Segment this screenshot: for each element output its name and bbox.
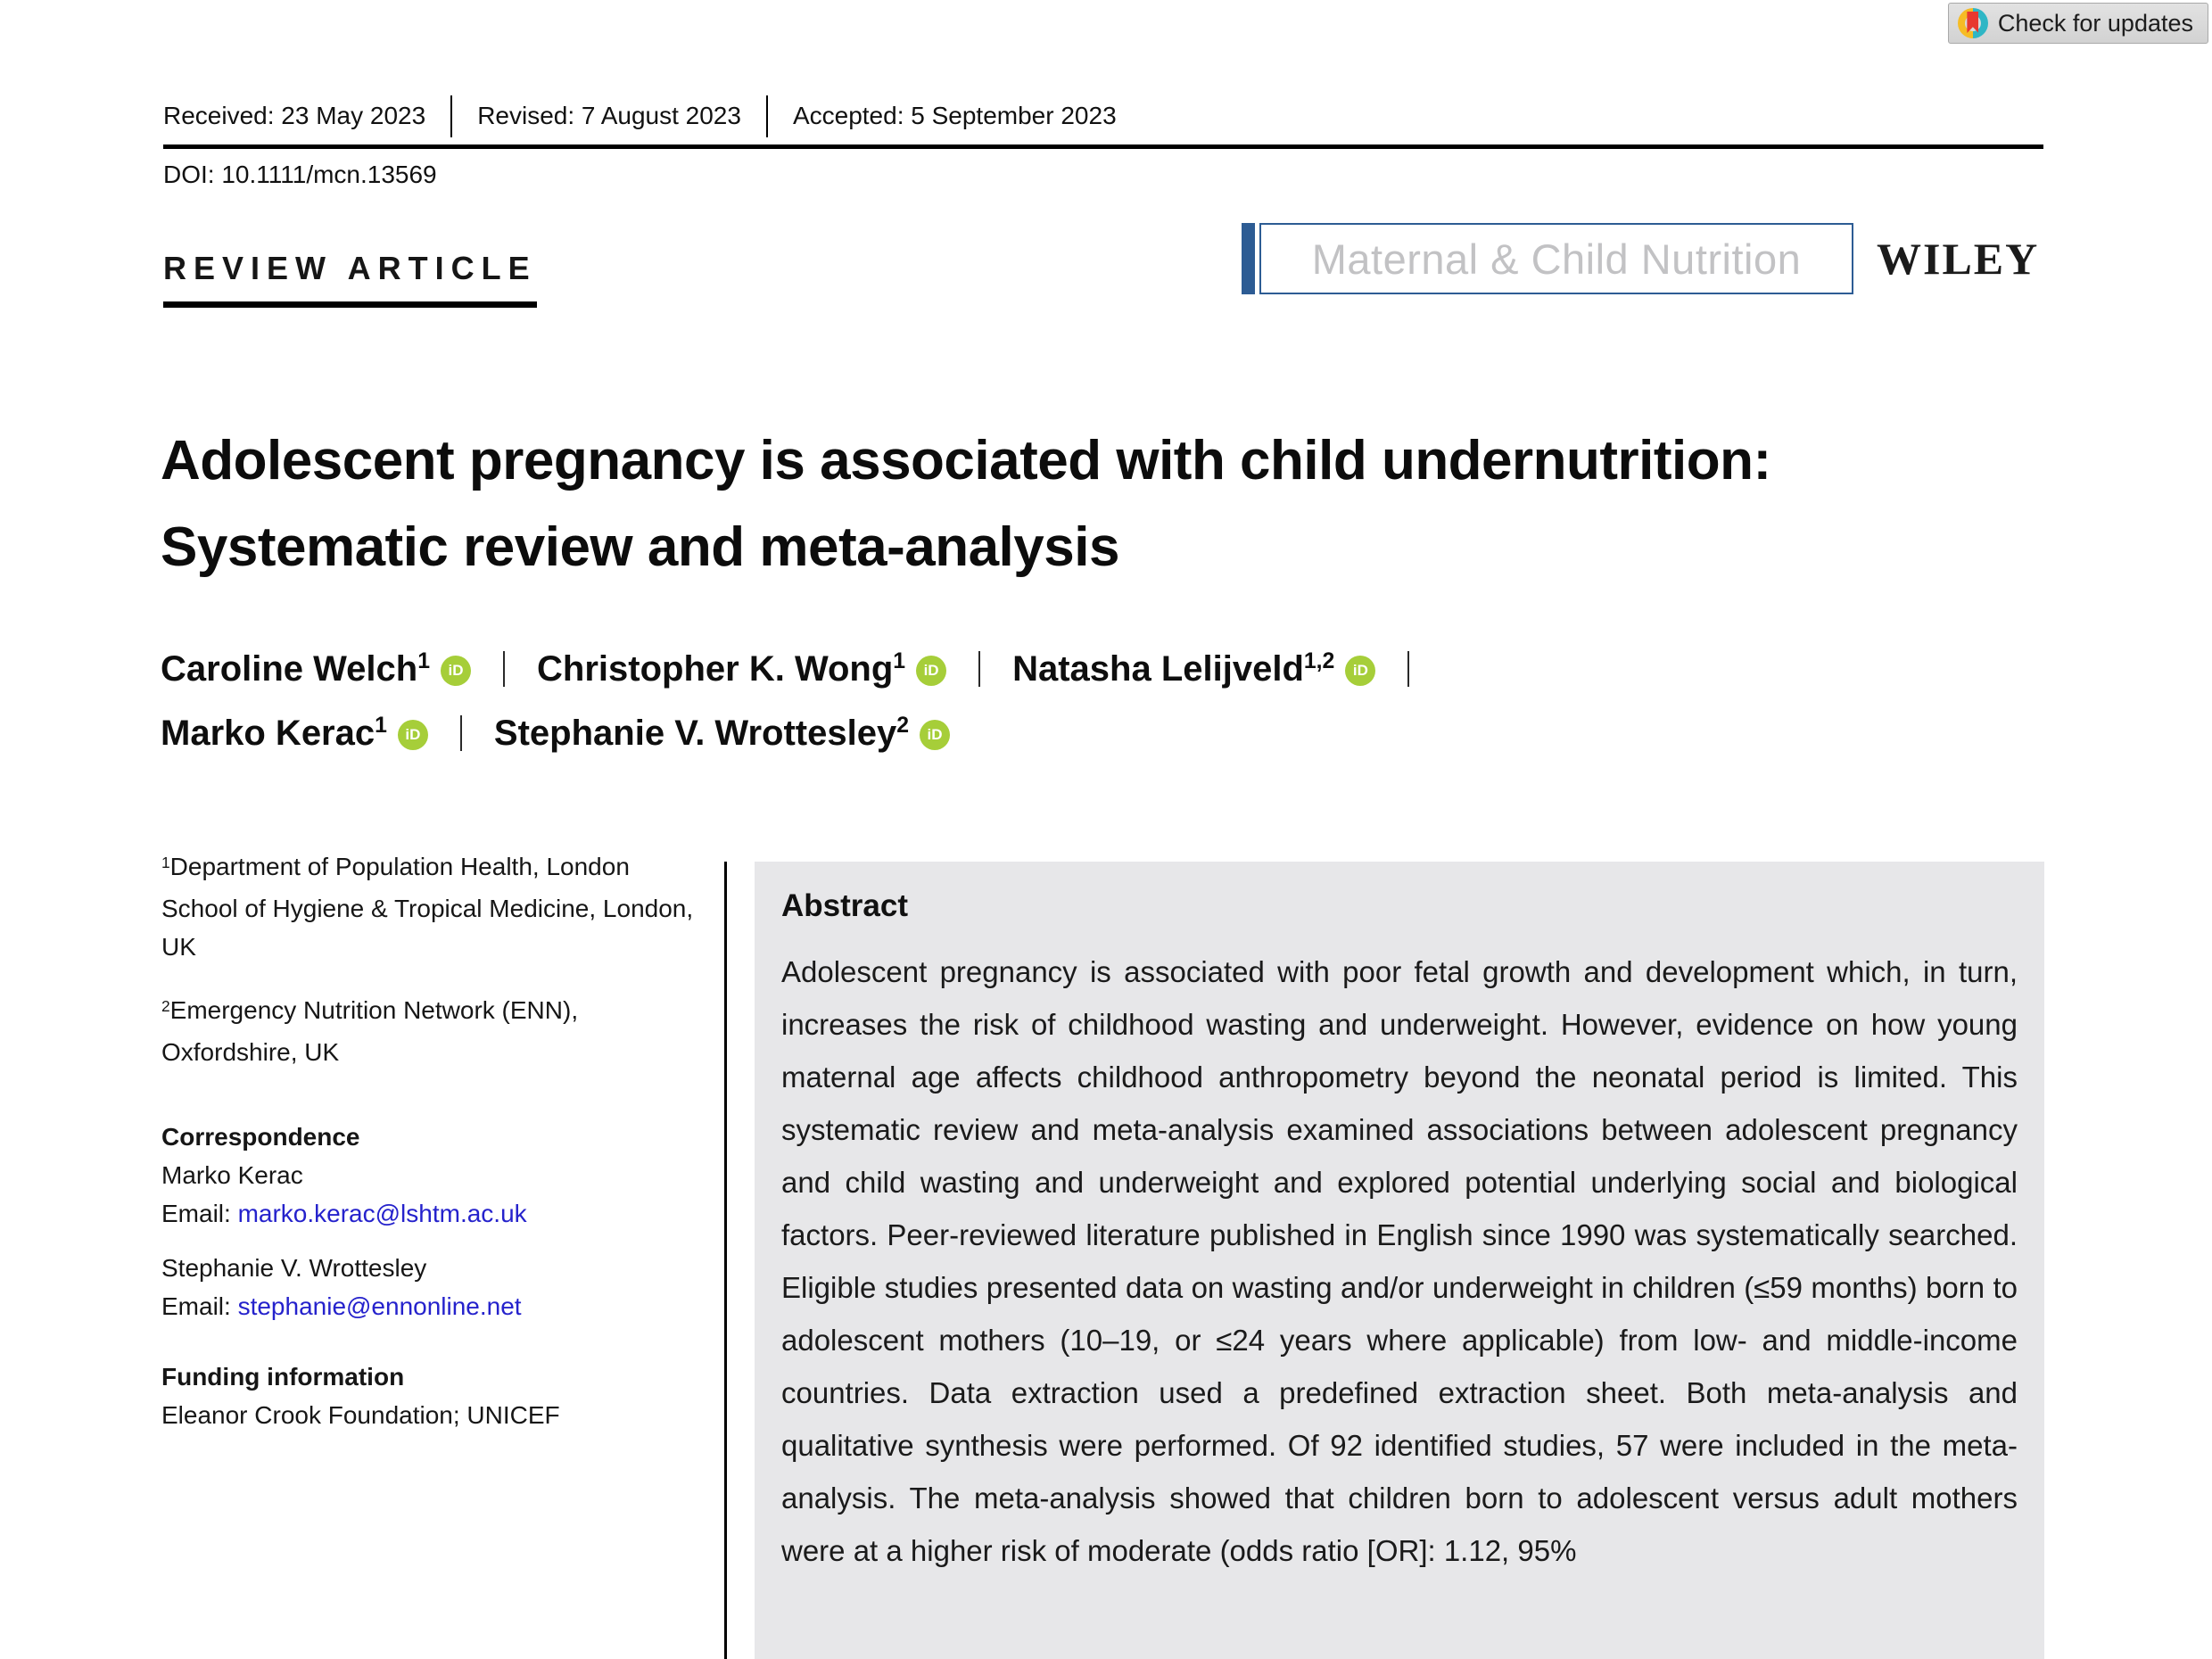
orcid-icon[interactable]: iD (1345, 656, 1376, 686)
author-affiliation-sup: 1 (417, 648, 431, 673)
orcid-icon[interactable]: iD (916, 656, 947, 686)
author: Christopher K. Wong 1 iD (537, 648, 947, 689)
orcid-icon[interactable]: iD (920, 720, 950, 750)
author-line-2: Marko Kerac 1 iD Stephanie V. Wrottesley 2… (161, 701, 2087, 765)
date-separator (765, 95, 768, 137)
author-affiliation-sup: 2 (896, 713, 909, 738)
column-divider (724, 862, 727, 1659)
journal-logo-box: Maternal & Child Nutrition (1259, 223, 1853, 294)
funding-heading: Funding information (161, 1363, 405, 1391)
check-for-updates-label: Check for updates (1997, 9, 2193, 37)
accepted-date: Accepted: 5 September 2023 (792, 102, 1117, 129)
contact-name: Stephanie V. Wrottesley (161, 1254, 427, 1282)
author-separator (1407, 651, 1410, 687)
header-rule (163, 144, 2043, 149)
journal-logo-bar (1242, 223, 1255, 294)
doi: DOI: 10.1111/mcn.13569 (163, 161, 437, 188)
affiliation-text: Emergency Nutrition Network (ENN), Oxfor… (161, 996, 579, 1066)
author: Marko Kerac 1 iD (161, 714, 428, 754)
affiliation-1: 1Department of Population Health, London… (161, 847, 704, 966)
journal-name: Maternal & Child Nutrition (1311, 235, 1802, 283)
check-for-updates-button[interactable]: Check for updates (1947, 3, 2208, 44)
orcid-icon[interactable]: iD (397, 720, 428, 750)
author: Natasha Lelijveld 1,2 iD (1012, 648, 1376, 689)
crossmark-bookmark (1967, 12, 1979, 33)
email-label: Email: (161, 1292, 238, 1320)
author-separator (503, 651, 506, 687)
contact-name: Marko Kerac (161, 1161, 303, 1189)
email-label: Email: (161, 1200, 238, 1227)
received-revised-accepted-row: Received: 23 May 2023 Revised: 7 August … (163, 93, 1117, 139)
author-affiliation-sup: 1 (893, 648, 906, 673)
correspondence-contact: Marko Kerac Email: marko.kerac@lshtm.ac.… (161, 1156, 704, 1233)
author-separator (459, 715, 462, 751)
affiliation-2: 2Emergency Nutrition Network (ENN), Oxfo… (161, 991, 704, 1071)
article-title: Adolescent pregnancy is associated with … (161, 417, 2069, 590)
author-separator (978, 651, 981, 687)
affiliation-text: Department of Population Health, London … (161, 853, 694, 961)
publisher-logo: WILEY (1877, 234, 2040, 284)
orcid-icon[interactable]: iD (441, 656, 472, 686)
email-link[interactable]: marko.kerac@lshtm.ac.uk (237, 1200, 527, 1227)
article-title-line2: Systematic review and meta-analysis (161, 516, 1119, 578)
affiliation-sup: 2 (161, 997, 170, 1016)
funding-text: Eleanor Crook Foundation; UNICEF (161, 1401, 560, 1429)
contact-email-line: Email: marko.kerac@lshtm.ac.uk (161, 1194, 704, 1233)
author-name: Marko Kerac (161, 713, 376, 753)
author-name: Christopher K. Wong (537, 648, 894, 689)
article-type-label: REVIEW ARTICLE (163, 250, 537, 308)
contact-email-line: Email: stephanie@ennonline.net (161, 1287, 704, 1325)
author-list: Caroline Welch 1 iD Christopher K. Wong 1 … (161, 637, 2087, 765)
metadata-column: 1Department of Population Health, London… (161, 847, 704, 1434)
author: Caroline Welch 1 iD (161, 648, 472, 689)
correspondence-heading: Correspondence (161, 1123, 360, 1151)
abstract-section: Abstract Adolescent pregnancy is associa… (755, 862, 2044, 1659)
author-affiliation-sup: 1 (375, 713, 387, 738)
journal-logo: Maternal & Child Nutrition (1242, 223, 1853, 294)
abstract-body: Adolescent pregnancy is associated with … (781, 955, 2018, 1567)
date-separator (450, 95, 453, 137)
author-name: Natasha Lelijveld (1012, 648, 1304, 689)
correspondence-contact: Stephanie V. Wrottesley Email: stephanie… (161, 1249, 704, 1325)
revised-date: Revised: 7 August 2023 (477, 102, 741, 129)
author-line-1: Caroline Welch 1 iD Christopher K. Wong 1 … (161, 637, 2087, 701)
affiliation-sup: 1 (161, 854, 170, 872)
author-name: Stephanie V. Wrottesley (493, 713, 897, 753)
email-link[interactable]: stephanie@ennonline.net (237, 1292, 522, 1320)
crossmark-icon (1957, 8, 1988, 38)
abstract-heading: Abstract (781, 888, 908, 923)
author-affiliation-sup: 1,2 (1303, 648, 1335, 673)
author-name: Caroline Welch (161, 648, 418, 689)
article-title-line1: Adolescent pregnancy is associated with … (161, 429, 1771, 491)
author: Stephanie V. Wrottesley 2 iD (494, 714, 950, 754)
received-date: Received: 23 May 2023 (163, 102, 426, 129)
